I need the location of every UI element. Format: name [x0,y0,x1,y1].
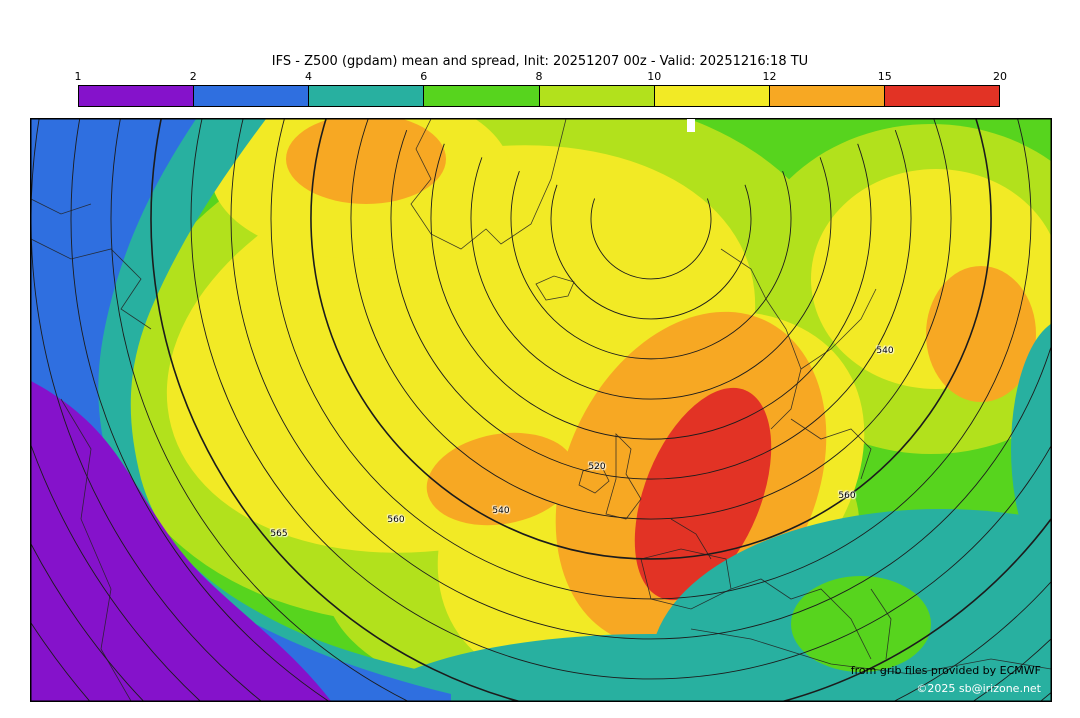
colorbar-tick: 15 [877,70,892,83]
colorbar-segment [769,86,885,106]
map-top-marker [687,119,695,132]
colorbar-segment [539,86,655,106]
colorbar-segment [194,86,310,106]
credit-signature: ©2025 sb@irizone.net [916,682,1041,695]
colorbar-tick: 20 [993,70,1007,83]
colorbar-tick: 6 [420,70,428,83]
colorbar-tick: 4 [305,70,312,83]
credit-ecmwf: from grib files provided by ECMWF [850,664,1041,677]
colorbar-tick: 8 [535,70,543,83]
chart-title: IFS - Z500 (gpdam) mean and spread, Init… [271,54,809,69]
colorbar-segment [424,86,540,106]
map-panel: 520 540 560 565 540 560 from grib files provi… [30,118,1052,702]
weather-map-svg [31,119,1051,701]
colorbar-tick-row: 1 2 4 6 8 10 12 15 20 [74,70,1008,83]
colorbar-tick: 10 [647,70,662,83]
colorbar-tick: 2 [189,70,197,83]
colorbar-segment [79,86,195,106]
colorbar-segment [654,86,770,106]
colorbar-segment [884,86,999,106]
colorbar-segment [309,86,425,106]
colorbar-tick: 1 [74,70,82,83]
contour-line-layer [31,119,1051,701]
colorbar [78,85,1000,107]
colorbar-tick: 12 [762,70,777,83]
colorbar-segments [79,86,999,106]
